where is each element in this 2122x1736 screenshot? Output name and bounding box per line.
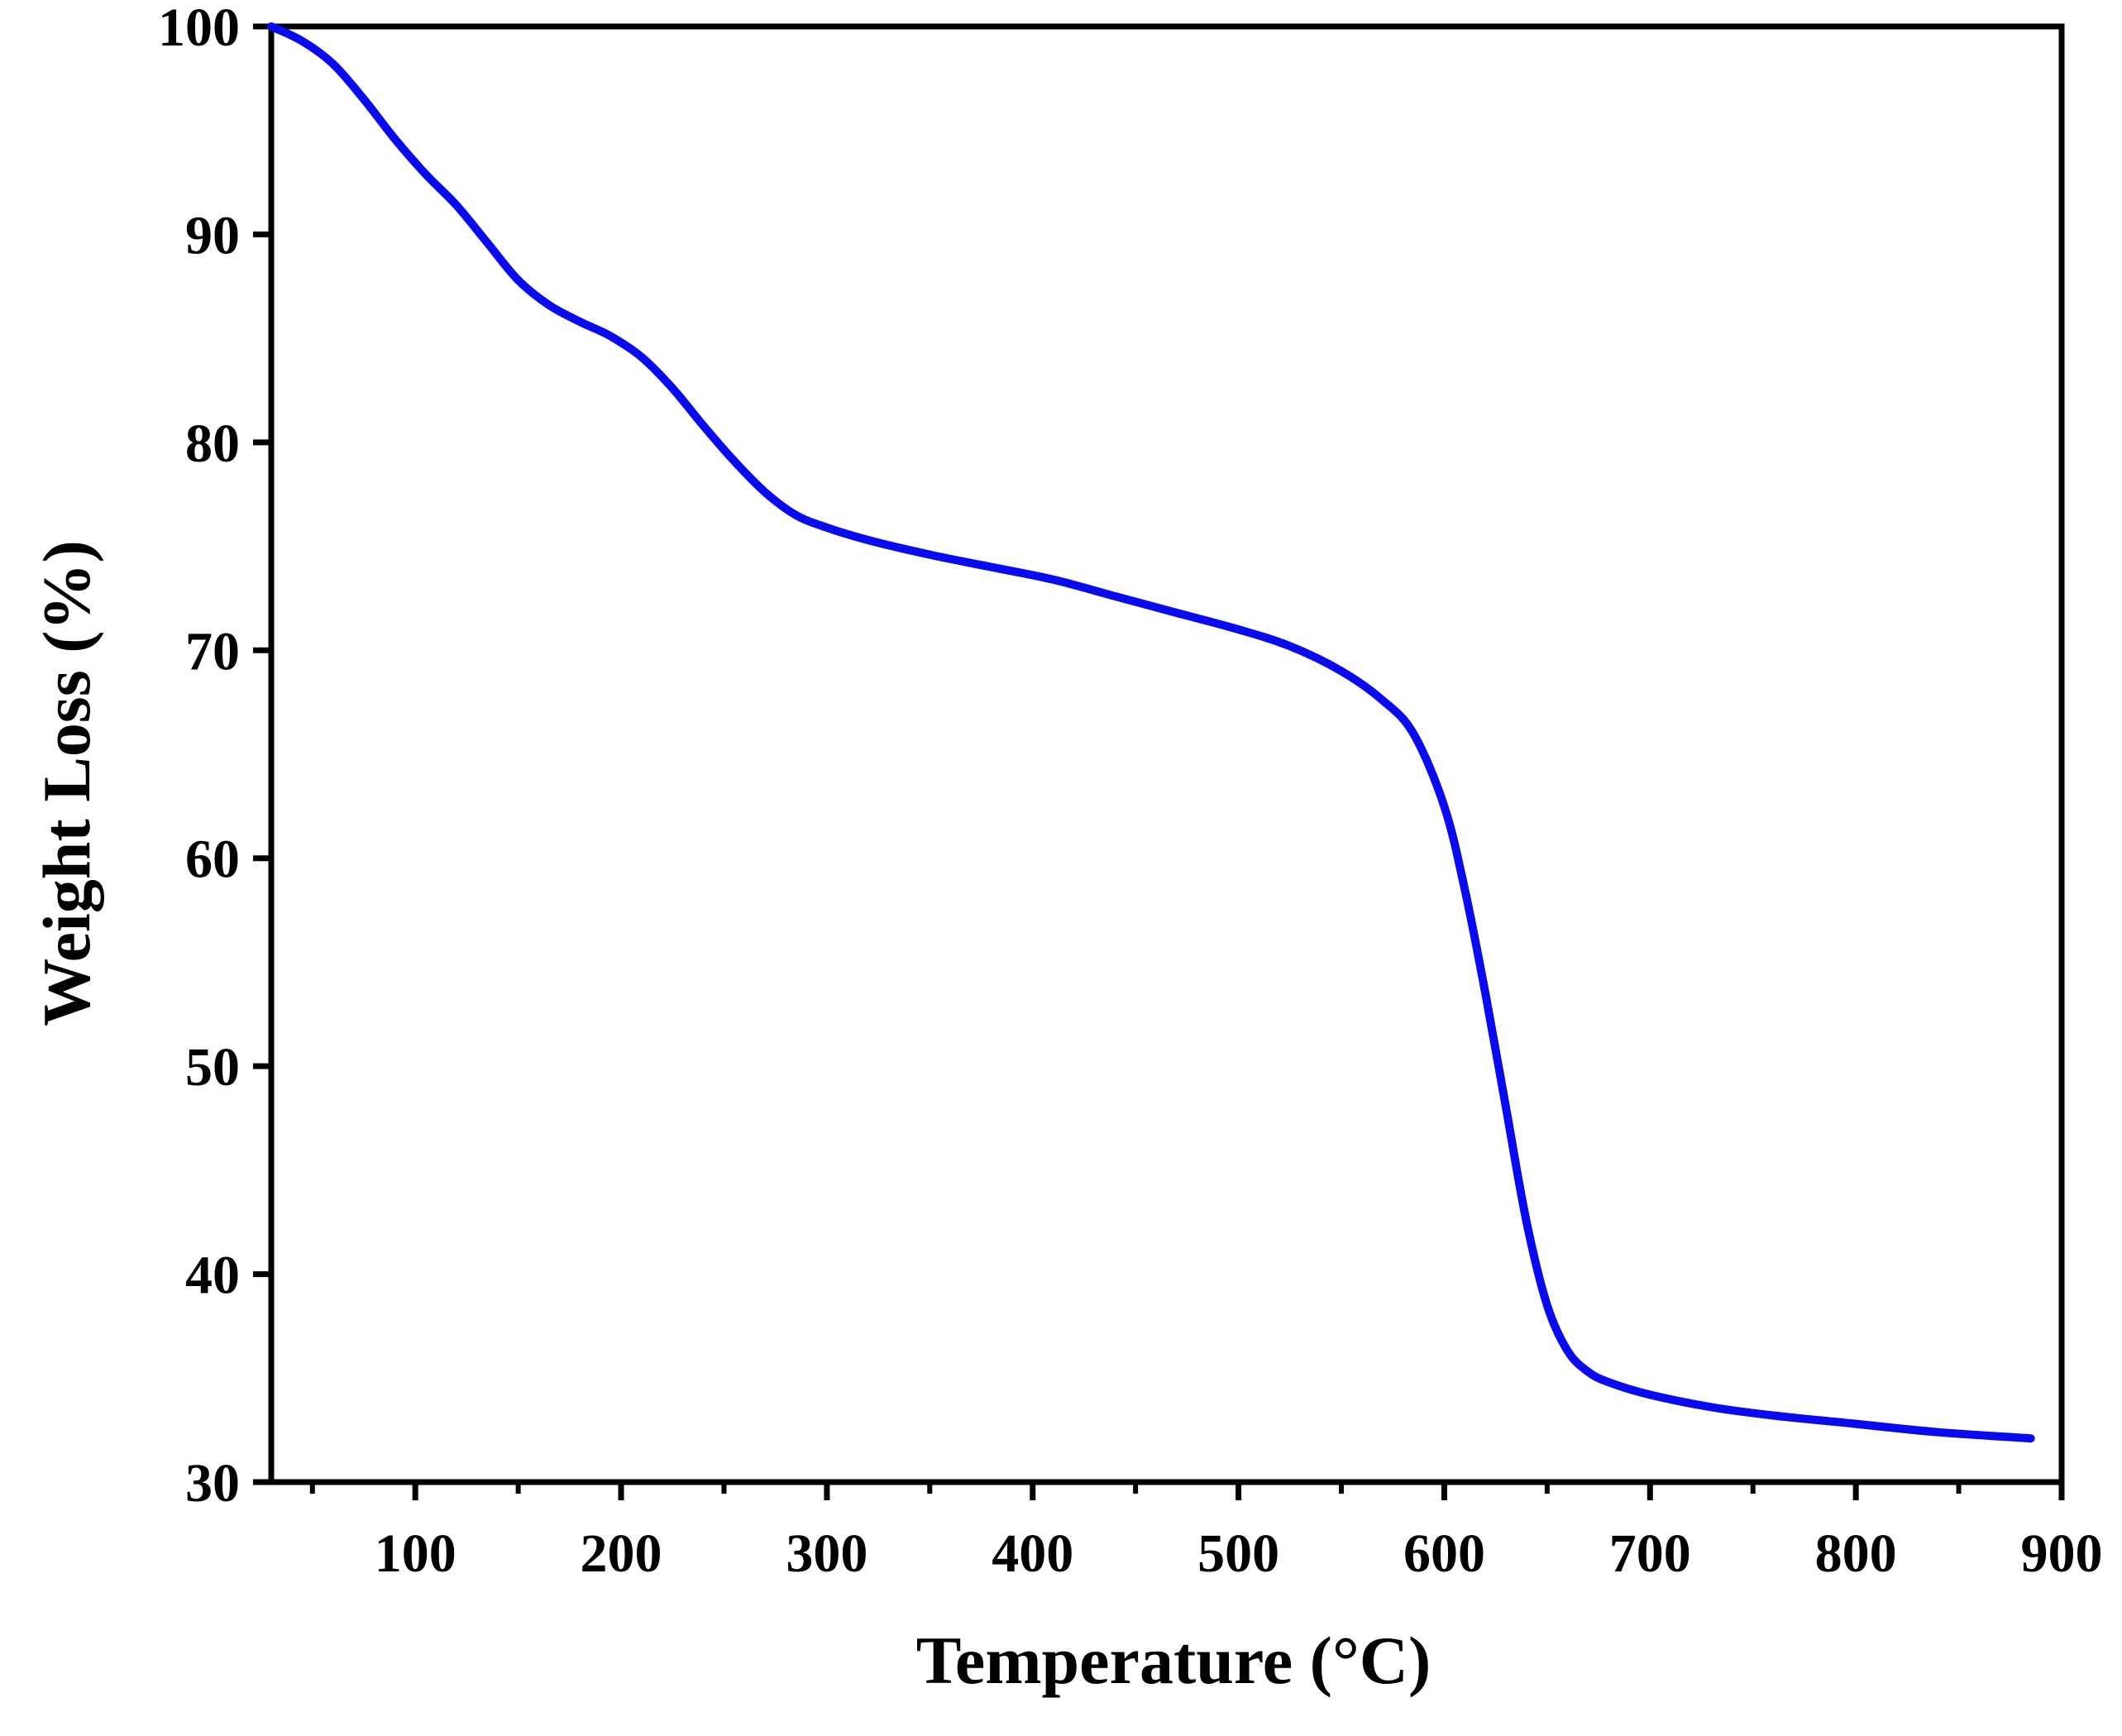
x-tick-label-600: 600	[1403, 1523, 1485, 1584]
x-tick-label-100: 100	[375, 1523, 456, 1584]
x-tick-label-900: 900	[2021, 1523, 2103, 1584]
y-tick-label-30: 30	[185, 1453, 240, 1514]
x-tick-label-400: 400	[992, 1523, 1073, 1584]
x-tick-label-800: 800	[1815, 1523, 1897, 1584]
series-line-0	[267, 22, 2035, 1443]
plot-border	[268, 23, 2065, 1485]
y-tick-label-80: 80	[185, 414, 240, 474]
plot-frame	[268, 23, 2065, 1485]
x-axis: 100 200 300 400 500 600 700 800 900	[309, 1482, 2103, 1584]
series-layer	[267, 22, 2035, 1443]
y-tick-label-100: 100	[158, 0, 240, 58]
y-tick-label-40: 40	[185, 1246, 240, 1306]
y-tick-label-90: 90	[185, 205, 240, 265]
x-tick-label-200: 200	[581, 1523, 662, 1584]
y-tick-label-50: 50	[185, 1037, 240, 1098]
y-tick-label-70: 70	[185, 621, 240, 681]
y-axis: 30 40 50 60 70 80 90 100	[158, 0, 271, 1514]
y-axis-title: Weight Loss (%)	[29, 540, 104, 1026]
x-tick-label-700: 700	[1609, 1523, 1691, 1584]
x-tick-label-500: 500	[1197, 1523, 1279, 1584]
x-axis-title: Temperature (°C)	[916, 1623, 1431, 1698]
x-tick-label-300: 300	[786, 1523, 867, 1584]
y-tick-label-60: 60	[185, 830, 240, 890]
